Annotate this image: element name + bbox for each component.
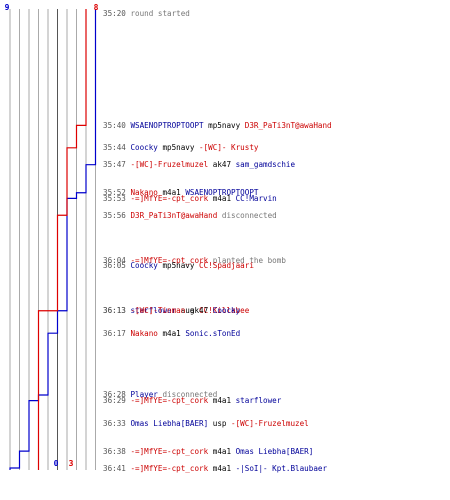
event-row: 36:33 Omas Liebha[BAER] usp -[WC]-Fruzel… (103, 419, 309, 428)
player-name: -=]MfYE=-cpt_cork (130, 396, 209, 406)
player-name: -[WC]-Fruzelmuzel (231, 418, 309, 428)
t-start-count: 8 (94, 3, 99, 12)
event-row: 35:52 Nakano m4a1 WSAENOPTROPTOOPT (103, 188, 258, 197)
event-row: 35:53 -=]MfYE=-cpt_cork m4a1 CC!Marvin (103, 194, 277, 203)
event-timestamp: 36:13 (103, 306, 131, 316)
player-name: D3R_PaTi3nT@awaHand (130, 210, 218, 220)
event-row: 35:56 D3R_PaTi3nT@awaHand disconnected (103, 211, 277, 220)
player-name: -|SoI|- Kpt.Blaubaer (235, 463, 328, 473)
weapon-name: ak47 (208, 160, 236, 170)
player-name: Sonic.sTonEd (185, 328, 241, 338)
event-timestamp: 35:53 (103, 193, 131, 203)
event-timestamp: 36:28 (103, 390, 131, 400)
event-row: 36:13 -[WC]-Tinman ak47 Coocky (103, 306, 240, 315)
weapon-name: m4a1 (157, 328, 186, 338)
event-row: 35:40 WSAENOPTROPTOOPT mp5navy D3R_PaTi3… (103, 121, 332, 130)
event-timestamp: 35:52 (103, 188, 131, 198)
ct-end-count: 0 (54, 459, 59, 468)
event-timestamp: 36:13 (103, 306, 131, 316)
event-row: 36:38 -=]MfYE=-cpt_cork m4a1 Omas Liebha… (103, 447, 313, 456)
player-name: -=]MfYE=-cpt_cork (130, 193, 209, 203)
ct-alive-line (9, 9, 97, 470)
event-row: 36:28 Player disconnected (103, 390, 217, 399)
weapon-name: mp5navy (203, 120, 245, 130)
event-row: 35:47 -[WC]-Fruzelmuzel ak47 sam_gamdsch… (103, 160, 295, 169)
player-name: -[WC]-Fruzelmuzel (130, 160, 209, 170)
event-timestamp: 36:38 (103, 446, 131, 456)
event-row: 36:17 Nakano m4a1 Sonic.sTonEd (103, 329, 240, 338)
ct-start-count: 9 (5, 3, 10, 12)
player-name: Coocky (130, 143, 158, 153)
weapon-name: m4a1 (208, 446, 236, 456)
event-timestamp: 36:04 (103, 255, 131, 265)
player-name: D3R_PaTi3nT@awaHand (244, 120, 332, 130)
player-name: starflower (235, 396, 282, 406)
player-name: Player (130, 390, 158, 400)
event-row: 35:44 Coocky mp5navy -[WC]- Krusty (103, 143, 258, 152)
event-row: 36:13 starflower aug CC!Killabee (103, 306, 249, 315)
player-name: -[WC]-Tinman (130, 306, 186, 316)
event-row: 36:04 -=]MfYE=-cpt_cork planted the bomb (103, 256, 286, 265)
event-message: disconnected (157, 390, 218, 400)
player-name: -=]MfYE=-cpt_cork (130, 463, 209, 473)
event-timestamp: 35:40 (103, 120, 131, 130)
t-end-count: 3 (69, 459, 74, 468)
event-timestamp: 36:29 (103, 396, 131, 406)
weapon-name: m4a1 (157, 188, 186, 198)
t-alive-line (37, 9, 87, 470)
event-row: 36:29 -=]MfYE=-cpt_cork m4a1 starflower (103, 396, 281, 405)
weapon-name: m4a1 (208, 463, 236, 473)
weapon-name: mp5navy (157, 143, 200, 153)
player-name: -=]MfYE=-cpt_cork (130, 255, 209, 265)
player-name: Omas Liebha[BAER] (130, 418, 209, 428)
player-name: WSAENOPTROPTOOPT (185, 188, 259, 198)
event-timestamp: 35:20 (103, 8, 131, 18)
weapon-name: usp (208, 418, 232, 428)
player-name: starflower (130, 306, 177, 316)
event-row: 36:41 -=]MfYE=-cpt_cork m4a1 -|SoI|- Kpt… (103, 464, 327, 473)
event-message: round started (130, 8, 190, 18)
event-message: disconnected (217, 210, 277, 220)
event-timestamp: 35:44 (103, 143, 131, 153)
alive-timeline-chart: 9 8 0 3 (5, 3, 99, 470)
weapon-name: m4a1 (208, 396, 236, 406)
player-name: Omas Liebha[BAER] (235, 446, 314, 456)
player-name: WSAENOPTROPTOOPT (130, 120, 204, 130)
event-message: planted the bomb (208, 255, 286, 265)
event-row: 36:05 Coocky mp5navy CC!Spadjaari (103, 261, 254, 270)
player-name: CC!Spadjaari (199, 261, 254, 271)
weapon-name: m4a1 (208, 193, 236, 203)
event-timestamp: 35:47 (103, 160, 131, 170)
weapon-name: mp5navy (157, 261, 200, 271)
player-name: Nakano (130, 328, 158, 338)
player-name: CC!Killabee (199, 306, 250, 316)
event-timestamp: 36:05 (103, 261, 131, 271)
event-timestamp: 36:33 (103, 418, 131, 428)
event-timestamp: 36:17 (103, 328, 131, 338)
player-name: Nakano (130, 188, 158, 198)
player-name: CC!Marvin (235, 193, 277, 203)
weapon-name: ak47 (185, 306, 213, 316)
player-name: Coocky (212, 306, 241, 316)
event-timestamp: 36:41 (103, 463, 131, 473)
weapon-name: aug (176, 306, 200, 316)
player-name: Coocky (130, 261, 158, 271)
event-row: 35:20 round started (103, 9, 190, 18)
event-timestamp: 35:56 (103, 210, 131, 220)
player-name: -=]MfYE=-cpt_cork (130, 446, 209, 456)
player-name: sam_gamdschie (235, 160, 296, 170)
player-name: -[WC]- Krusty (199, 143, 259, 153)
